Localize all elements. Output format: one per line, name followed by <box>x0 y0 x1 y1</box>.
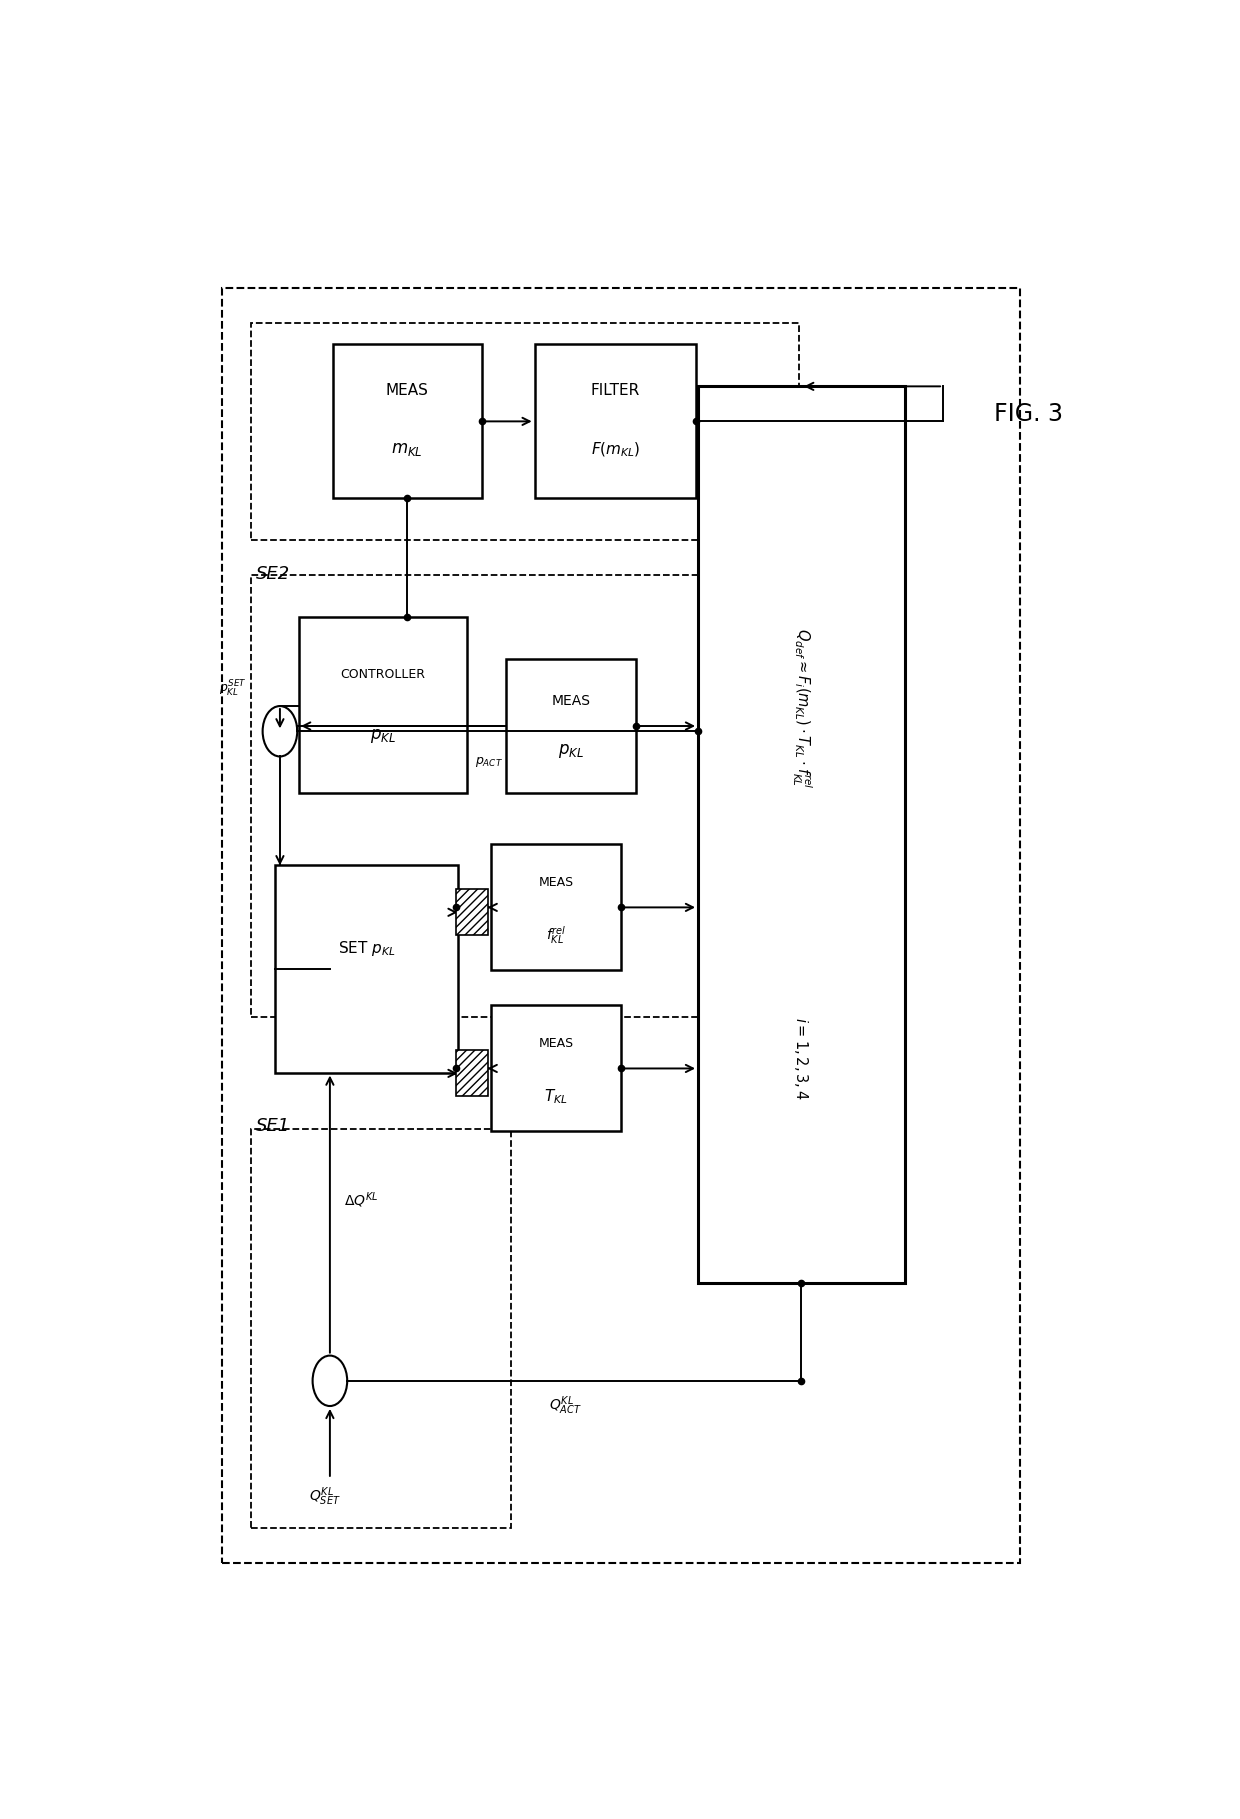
Bar <box>491 844 621 970</box>
Bar <box>456 1050 487 1097</box>
Bar <box>534 344 696 498</box>
Bar <box>456 889 487 935</box>
Text: $p_{KL}$: $p_{KL}$ <box>558 742 584 760</box>
Text: $p_{ACT}$: $p_{ACT}$ <box>475 755 503 769</box>
Text: MEAS: MEAS <box>386 384 429 398</box>
Text: SET $p_{KL}$: SET $p_{KL}$ <box>337 939 396 957</box>
Text: $f^{rel}_{KL}$: $f^{rel}_{KL}$ <box>546 924 567 946</box>
Text: SE1: SE1 <box>255 1117 290 1135</box>
Bar <box>332 344 481 498</box>
Text: $i = 1,2,3,4$: $i = 1,2,3,4$ <box>792 1017 810 1100</box>
Bar <box>250 575 780 1017</box>
Text: CONTROLLER: CONTROLLER <box>341 668 425 680</box>
Bar <box>491 1006 621 1131</box>
Text: MEAS: MEAS <box>538 1037 574 1050</box>
Text: FILTER: FILTER <box>590 384 640 398</box>
Text: $T_{KL}$: $T_{KL}$ <box>544 1088 568 1106</box>
Text: MEAS: MEAS <box>551 693 590 708</box>
Text: MEAS: MEAS <box>538 875 574 889</box>
Text: $F(m_{KL})$: $F(m_{KL})$ <box>590 440 640 458</box>
Bar <box>299 617 467 793</box>
Bar <box>506 660 635 793</box>
Text: $p_{KL}$: $p_{KL}$ <box>371 728 397 744</box>
Text: $\Delta Q^{KL}$: $\Delta Q^{KL}$ <box>345 1190 379 1210</box>
Bar <box>698 386 904 1282</box>
Text: $Q^{KL}_{SET}$: $Q^{KL}_{SET}$ <box>309 1486 341 1508</box>
Text: FIG. 3: FIG. 3 <box>994 402 1063 426</box>
Text: $p_{KL}^{SET}$: $p_{KL}^{SET}$ <box>218 678 247 698</box>
Bar <box>222 287 1019 1563</box>
Text: $Q^{KL}_{ACT}$: $Q^{KL}_{ACT}$ <box>549 1395 582 1417</box>
Bar <box>275 866 458 1073</box>
Bar <box>250 324 799 540</box>
Text: $m_{KL}$: $m_{KL}$ <box>392 440 423 458</box>
Text: SE2: SE2 <box>255 566 290 584</box>
Text: $Q_{def} \approx F_i(m_{KL}) \cdot T_{KL} \cdot f^{rel}_{KL}$: $Q_{def} \approx F_i(m_{KL}) \cdot T_{KL… <box>790 628 813 789</box>
Bar <box>250 1128 511 1528</box>
